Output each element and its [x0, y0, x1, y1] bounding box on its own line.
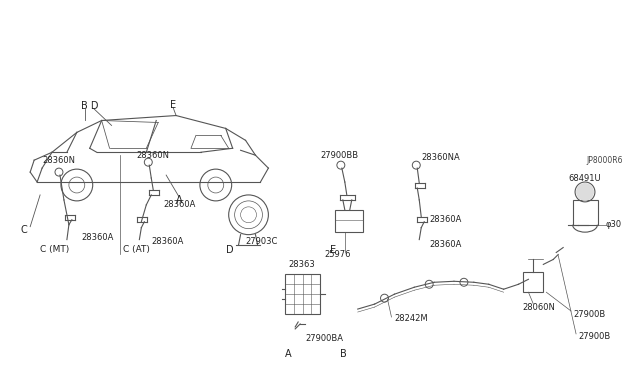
Text: 68491U: 68491U: [569, 174, 602, 183]
Text: 28360N: 28360N: [42, 156, 76, 165]
Text: φ30: φ30: [606, 220, 622, 229]
Text: 28360NA: 28360NA: [421, 153, 460, 162]
Text: C: C: [21, 225, 28, 235]
Text: A: A: [285, 349, 292, 359]
Bar: [335, 210, 363, 232]
Text: 27900BB: 27900BB: [321, 151, 359, 160]
Text: 28360N: 28360N: [137, 151, 170, 160]
Text: 28242M: 28242M: [394, 314, 428, 324]
Text: 25976: 25976: [324, 250, 351, 259]
Circle shape: [576, 183, 594, 201]
Text: E: E: [330, 244, 336, 254]
Text: 27900B: 27900B: [578, 332, 611, 341]
Text: 28360A: 28360A: [82, 233, 114, 242]
Text: 28360A: 28360A: [151, 237, 184, 246]
Text: E: E: [170, 100, 176, 110]
Text: 27900B: 27900B: [573, 310, 605, 318]
Text: B: B: [340, 349, 347, 359]
Text: A: A: [176, 195, 182, 205]
Text: C (AT): C (AT): [124, 245, 150, 254]
Text: C (MT): C (MT): [40, 245, 69, 254]
Text: 28360A: 28360A: [429, 215, 461, 224]
Text: 27903C: 27903C: [246, 237, 278, 246]
Text: 28363: 28363: [289, 260, 316, 269]
Text: 27900BA: 27900BA: [305, 334, 343, 343]
Bar: [573, 200, 598, 225]
Text: JP8000R6: JP8000R6: [586, 156, 623, 165]
Bar: [285, 274, 320, 314]
Text: 28060N: 28060N: [522, 302, 555, 312]
Text: B D: B D: [81, 100, 99, 110]
Text: 28360A: 28360A: [163, 201, 196, 209]
Text: 28360A: 28360A: [429, 240, 461, 249]
Text: D: D: [226, 244, 234, 254]
Bar: [524, 272, 543, 292]
